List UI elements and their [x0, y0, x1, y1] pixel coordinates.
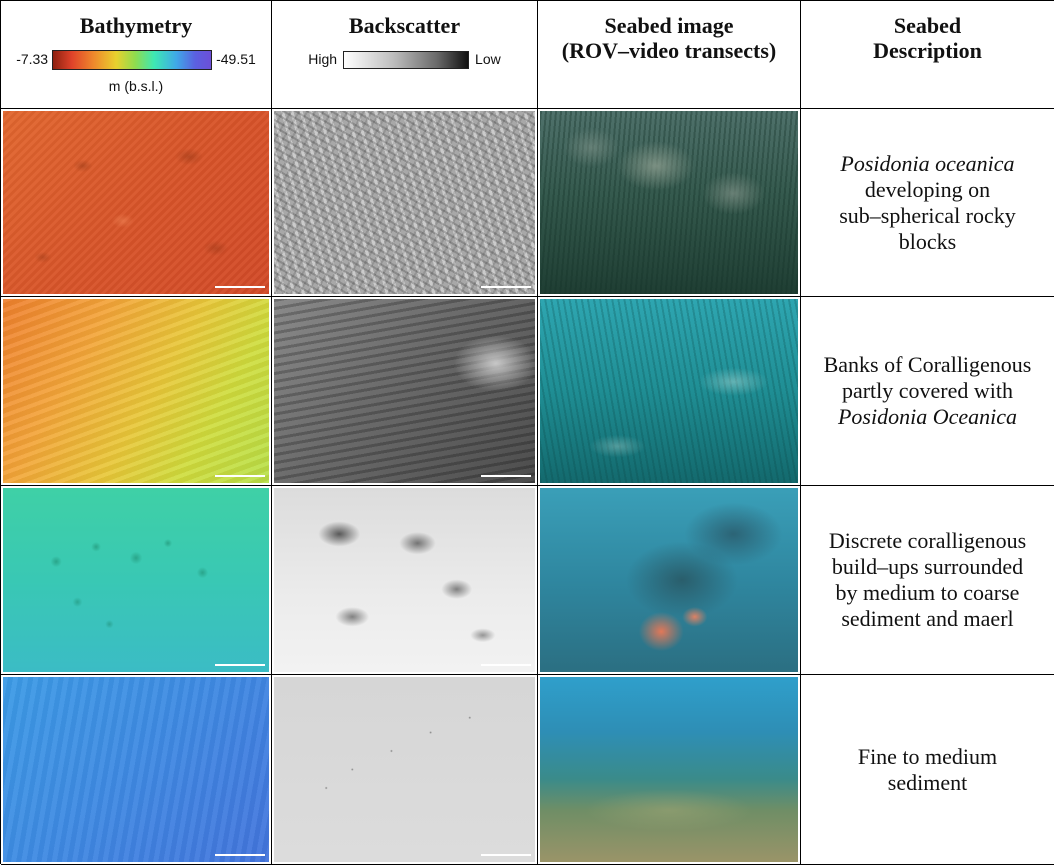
backscatter-panel-3 [272, 486, 538, 675]
seabed-photo [540, 488, 798, 672]
backscatter-colorbar [343, 50, 470, 69]
backscatter-low-label: Low [475, 51, 501, 67]
seabed-description-title-line2: Description [873, 38, 982, 63]
scale-bar [481, 286, 531, 288]
description-line: developing on [864, 176, 991, 202]
header-backscatter: Backscatter High Low [272, 1, 538, 109]
seabed-photo [540, 111, 798, 294]
bathymetry-colorbar [52, 49, 213, 70]
backscatter-panel-4 [272, 675, 538, 865]
scale-bar [215, 475, 265, 477]
header-bathymetry: Bathymetry -7.33 -49.51 m (b.s.l.) [1, 1, 272, 109]
scale-bar [215, 664, 265, 666]
bathymetry-image [3, 299, 269, 483]
species-name: Posidonia Oceanica [837, 404, 1017, 429]
description-line: by medium to coarse [835, 580, 1020, 605]
description-text: Discrete coralligenous build–ups surroun… [829, 528, 1026, 632]
seabed-description-4: Fine to medium sediment [801, 675, 1054, 865]
backscatter-colorbar-legend: High Low [308, 47, 501, 72]
description-text: Posidonia oceanica developing on sub–sph… [839, 151, 1016, 255]
backscatter-panel-2 [272, 297, 538, 486]
scale-bar [215, 854, 265, 856]
bathymetry-image [3, 111, 269, 294]
description-line: Fine to medium [857, 743, 998, 769]
species-name: Posidonia oceanica [840, 150, 1015, 176]
scale-bar [481, 664, 531, 666]
bathymetry-panel-1 [1, 109, 272, 297]
backscatter-high-label: High [308, 51, 338, 67]
backscatter-image [274, 488, 535, 672]
seabed-photo-panel-1 [538, 109, 801, 297]
seabed-photo-panel-2 [538, 297, 801, 486]
backscatter-title: Backscatter [348, 13, 461, 38]
backscatter-image [274, 677, 535, 862]
bathymetry-panel-2 [1, 297, 272, 486]
seabed-photo [540, 677, 798, 862]
backscatter-image [274, 299, 535, 483]
description-line: build–ups surrounded [831, 554, 1024, 579]
description-line: partly covered with [841, 378, 1014, 403]
scale-bar [481, 854, 531, 856]
bathymetry-colorbar-legend: -7.33 -49.51 [16, 47, 256, 72]
bathymetry-max-label: -49.51 [216, 51, 256, 67]
description-line: sub–spherical rocky [839, 202, 1016, 228]
description-text: Banks of Coralligenous partly covered wi… [824, 352, 1032, 430]
description-line: Discrete coralligenous [828, 528, 1027, 553]
description-line: Banks of Coralligenous [823, 352, 1032, 377]
bathymetry-unit-label: m (b.s.l.) [108, 78, 164, 94]
backscatter-panel-1 [272, 109, 538, 297]
seabed-description-3: Discrete coralligenous build–ups surroun… [801, 486, 1054, 675]
bathymetry-image [3, 677, 269, 862]
description-line: blocks [898, 228, 957, 254]
bathymetry-min-label: -7.33 [16, 51, 49, 67]
seabed-photo-panel-3 [538, 486, 801, 675]
description-line: sediment and maerl [841, 606, 1014, 631]
seabed-description-title-line1: Seabed [893, 13, 962, 38]
header-seabed-image: Seabed image (ROV–video transects) [538, 1, 801, 109]
description-line: sediment [887, 769, 968, 795]
seabed-description-1: Posidonia oceanica developing on sub–sph… [801, 109, 1054, 297]
seabed-photo-panel-4 [538, 675, 801, 865]
seabed-image-title: Seabed image [604, 13, 734, 38]
description-text: Fine to medium sediment [858, 744, 997, 796]
backscatter-image [274, 111, 535, 294]
seabed-image-subtitle: (ROV–video transects) [561, 38, 777, 63]
bathymetry-panel-3 [1, 486, 272, 675]
bathymetry-title: Bathymetry [79, 13, 193, 38]
seabed-description-2: Banks of Coralligenous partly covered wi… [801, 297, 1054, 486]
scale-bar [215, 286, 265, 288]
bathymetry-image [3, 488, 269, 672]
header-seabed-description: Seabed Description [801, 1, 1054, 109]
bathymetry-panel-4 [1, 675, 272, 865]
scale-bar [481, 475, 531, 477]
seabed-photo [540, 299, 798, 483]
